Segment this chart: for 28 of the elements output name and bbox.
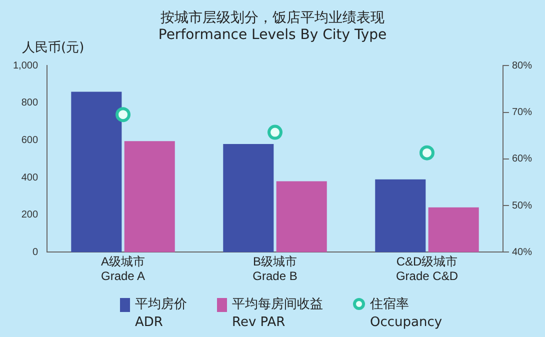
point bbox=[419, 145, 434, 160]
bar bbox=[276, 181, 327, 252]
bar bbox=[428, 207, 479, 252]
chart-title: 按城市层级划分，饭店平均业绩表现 Performance Levels By City Type bbox=[158, 10, 387, 43]
bar bbox=[375, 179, 426, 252]
legend-label: 住宿率 Occupancy bbox=[370, 296, 442, 332]
bar bbox=[223, 144, 274, 252]
bar bbox=[124, 141, 175, 252]
y-tick-label: 800 bbox=[21, 98, 38, 109]
y-axis-title: 人民币(元) bbox=[22, 40, 84, 56]
y2-tick-label: 70% bbox=[512, 107, 532, 118]
y-tick-label: 0 bbox=[32, 246, 38, 258]
legend-label: 平均每房间收益 Rev PAR bbox=[232, 296, 323, 332]
y2-tick-label: 40% bbox=[512, 246, 532, 258]
bar bbox=[71, 92, 122, 252]
point bbox=[116, 107, 131, 122]
x-tick-label: A级城市 Grade A bbox=[101, 254, 146, 284]
y-tick-label: 200 bbox=[21, 210, 38, 221]
y-tick-label: 600 bbox=[21, 134, 38, 146]
legend-label: 平均房价 ADR bbox=[135, 296, 187, 332]
y-tick-label: 1,000 bbox=[12, 60, 38, 72]
point bbox=[268, 124, 283, 140]
y2-tick-label: 60% bbox=[512, 154, 532, 165]
y2-tick-label: 50% bbox=[512, 200, 532, 212]
y2-tick-label: 80% bbox=[512, 60, 532, 72]
x-tick-label: B级城市 Grade B bbox=[252, 254, 298, 284]
x-tick-label: C&D级城市 Grade C&D bbox=[396, 254, 458, 284]
y-tick-label: 400 bbox=[21, 172, 38, 184]
